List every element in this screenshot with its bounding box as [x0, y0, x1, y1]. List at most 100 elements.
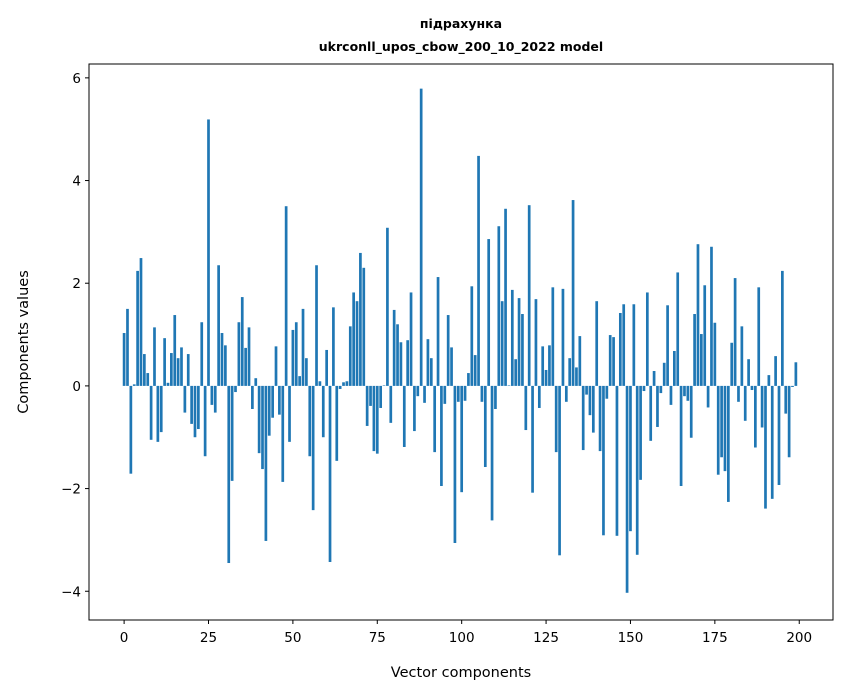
bar-169 [693, 314, 696, 386]
bar-137 [585, 385, 588, 395]
bar-119 [524, 385, 528, 431]
bar-159 [659, 385, 663, 394]
bar-81 [396, 324, 399, 386]
y-tick-label: 0 [72, 379, 81, 395]
x-tick-label: 175 [702, 630, 728, 646]
bar-48 [284, 206, 288, 386]
bar-45 [274, 346, 278, 386]
bar-134 [575, 367, 578, 386]
bar-107 [483, 385, 487, 468]
x-tick-label: 50 [284, 630, 301, 646]
bar-133 [571, 200, 575, 386]
bar-17 [180, 347, 183, 386]
bar-106 [480, 385, 484, 402]
bar-6 [143, 354, 146, 386]
bar-88 [419, 88, 423, 386]
x-axis-label: Vector components [391, 665, 531, 681]
bar-191 [767, 375, 771, 386]
bar-49 [288, 385, 291, 442]
bar-80 [392, 309, 396, 386]
bar-184 [743, 385, 747, 421]
bar-183 [740, 326, 744, 386]
bar-115 [510, 289, 514, 386]
bar-178 [723, 385, 727, 472]
bar-37 [247, 327, 251, 386]
bar-93 [436, 277, 440, 386]
bar-176 [716, 385, 720, 475]
bar-18 [183, 385, 187, 413]
bar-126 [548, 345, 551, 386]
bar-56 [311, 385, 315, 511]
bar-155 [645, 292, 649, 386]
bar-149 [625, 385, 629, 593]
bar-131 [564, 385, 568, 402]
bar-46 [278, 385, 281, 415]
bar-129 [558, 385, 561, 556]
bar-197 [787, 385, 791, 458]
bar-15 [173, 315, 177, 386]
bar-186 [750, 385, 754, 391]
bar-147 [618, 312, 622, 386]
bar-138 [588, 385, 592, 416]
bar-9 [153, 327, 156, 386]
bar-0 [122, 333, 126, 386]
bar-39 [254, 378, 258, 386]
bar-79 [389, 385, 393, 423]
bar-198 [791, 385, 794, 387]
bar-103 [470, 286, 474, 386]
bar-40 [257, 385, 261, 454]
bar-125 [544, 369, 548, 386]
bar-188 [757, 287, 761, 386]
x-tick-label: 75 [369, 630, 386, 646]
bar-57 [315, 265, 318, 386]
bar-154 [642, 385, 646, 392]
bar-114 [507, 385, 511, 386]
bar-86 [413, 385, 416, 432]
bar-167 [686, 385, 690, 401]
y-tick-label: −4 [61, 584, 81, 600]
bar-120 [527, 205, 531, 386]
bar-36 [244, 347, 247, 386]
bar-193 [774, 356, 777, 386]
bar-78 [386, 227, 389, 386]
bar-89 [423, 385, 426, 403]
bar-148 [622, 304, 626, 386]
bar-61 [328, 385, 332, 562]
bar-52 [298, 376, 301, 386]
bar-68 [352, 292, 356, 386]
y-tick-label: 4 [72, 174, 81, 190]
chart-title-line-2: ukrconll_upos_cbow_200_10_2022 model [319, 39, 603, 55]
bars-group [122, 88, 798, 593]
bar-179 [727, 385, 730, 502]
bar-82 [399, 342, 403, 386]
bar-180 [730, 342, 734, 386]
bar-27 [213, 385, 217, 413]
bar-11 [159, 385, 163, 433]
bar-145 [612, 337, 615, 386]
bar-44 [271, 385, 274, 418]
bar-54 [305, 358, 308, 386]
bar-30 [224, 345, 227, 386]
bar-97 [450, 347, 453, 386]
plot-frame [88, 63, 834, 621]
bar-7 [146, 373, 150, 386]
bar-90 [426, 339, 430, 386]
bar-67 [348, 326, 352, 386]
bar-157 [652, 371, 656, 386]
bar-5 [139, 258, 143, 386]
bar-83 [402, 385, 406, 447]
bar-161 [666, 305, 669, 386]
bar-111 [497, 226, 501, 386]
bar-58 [318, 381, 322, 386]
bar-150 [629, 385, 632, 532]
bar-95 [443, 385, 447, 404]
bar-141 [598, 385, 602, 452]
bar-20 [190, 385, 193, 424]
bar-152 [635, 385, 639, 555]
bar-128 [554, 385, 558, 453]
bar-162 [669, 385, 673, 405]
bar-60 [325, 349, 328, 386]
chart-title-line-1: підрахунка [420, 16, 502, 31]
bar-47 [281, 385, 285, 482]
bar-12 [163, 338, 166, 386]
